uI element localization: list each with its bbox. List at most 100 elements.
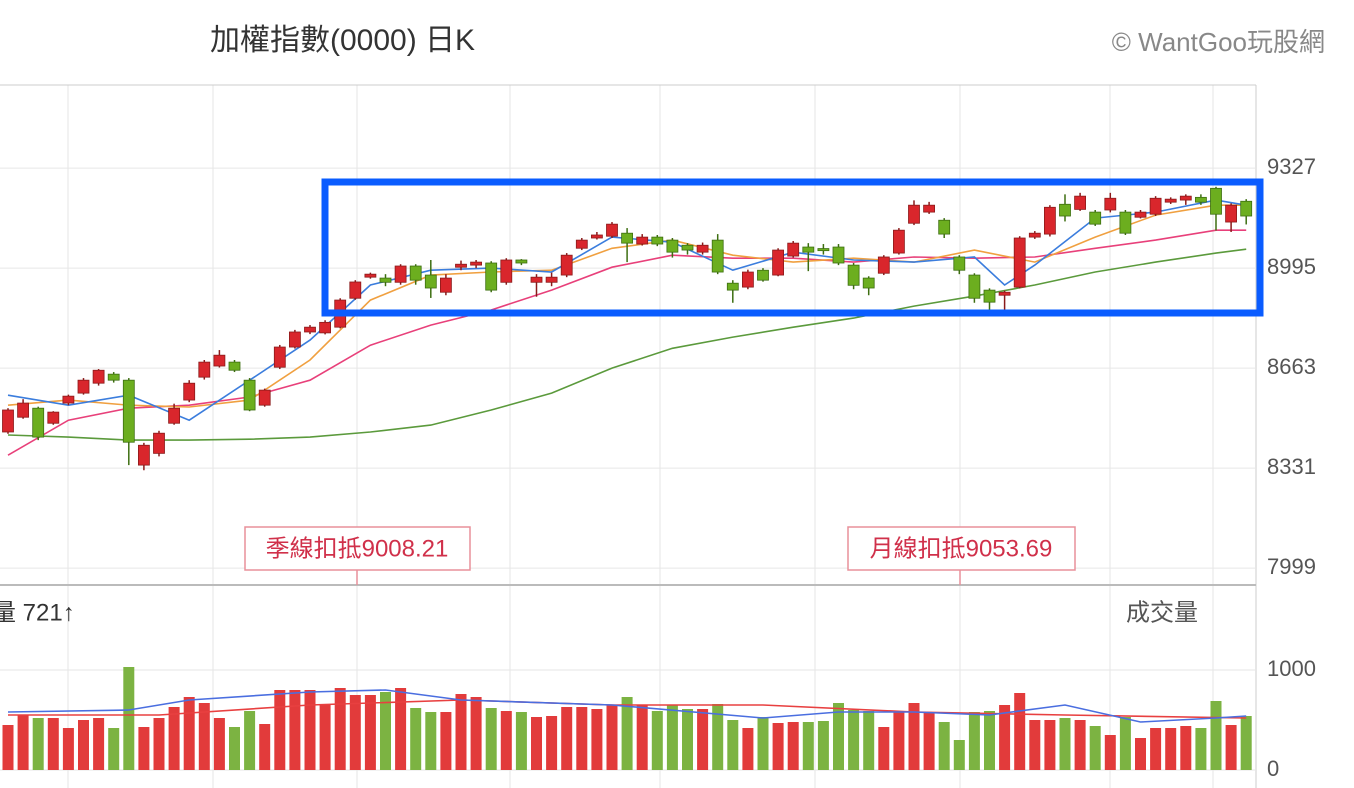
volume-bar bbox=[455, 694, 467, 770]
volume-bar bbox=[425, 712, 437, 770]
y-tick-label: 9327 bbox=[1267, 154, 1316, 179]
volume-bar bbox=[183, 697, 195, 770]
candle-body bbox=[92, 369, 105, 384]
volume-bar bbox=[1044, 720, 1056, 770]
candle-body bbox=[153, 432, 165, 454]
ma-line bbox=[7, 689, 1247, 723]
candle-body bbox=[77, 379, 90, 394]
volume-bar bbox=[168, 707, 180, 770]
candle-body bbox=[409, 265, 422, 281]
candle-body bbox=[711, 239, 724, 273]
candle-body bbox=[1119, 211, 1132, 234]
volume-bar bbox=[274, 690, 286, 770]
volume-bar bbox=[666, 705, 678, 770]
candle-body bbox=[1059, 203, 1071, 217]
volume-bar bbox=[999, 705, 1011, 770]
volume-bar bbox=[319, 704, 331, 770]
y-tick-label: 1000 bbox=[1267, 656, 1316, 681]
volume-bar bbox=[244, 711, 256, 770]
volume-bar bbox=[1165, 728, 1177, 770]
volume-bar bbox=[289, 690, 301, 770]
volume-bar bbox=[561, 707, 573, 770]
annotation: 月線扣抵9053.69 bbox=[847, 526, 1076, 585]
candle-body bbox=[560, 254, 573, 276]
volume-bar bbox=[47, 718, 59, 770]
highlight-box bbox=[321, 178, 1264, 317]
credit: © WantGoo玩股網 bbox=[1112, 27, 1325, 57]
candle-body bbox=[1210, 187, 1222, 215]
candle-body bbox=[1195, 196, 1207, 203]
candle-body bbox=[379, 277, 392, 283]
candle-body bbox=[319, 321, 332, 334]
candle-body bbox=[288, 331, 301, 348]
volume-bar bbox=[410, 708, 422, 770]
candle-body bbox=[787, 242, 800, 257]
volume-bar bbox=[470, 697, 482, 770]
candle-body bbox=[772, 249, 784, 276]
volume-bar bbox=[576, 707, 588, 770]
volume-bar bbox=[485, 708, 497, 770]
volume-bar bbox=[923, 712, 935, 770]
candle-body bbox=[258, 389, 271, 406]
volume-bar bbox=[968, 712, 980, 770]
volume-bar bbox=[364, 695, 376, 770]
volume-bar bbox=[515, 712, 527, 770]
candle-body bbox=[802, 246, 815, 253]
candle-body bbox=[545, 276, 558, 283]
candle-body bbox=[938, 219, 951, 235]
volume-bar bbox=[62, 728, 74, 770]
volume-bar bbox=[682, 709, 693, 770]
candle-body bbox=[923, 204, 935, 213]
volume-bar bbox=[93, 718, 105, 770]
candle-body bbox=[243, 379, 256, 411]
volume-bar bbox=[531, 717, 542, 770]
vertical-grid bbox=[67, 85, 1214, 788]
volume-bar bbox=[1150, 728, 1162, 770]
volume-bar bbox=[1180, 726, 1192, 770]
candle-body bbox=[681, 244, 694, 251]
volume-bar bbox=[1135, 738, 1146, 770]
candle-body bbox=[696, 244, 709, 253]
volume-bar bbox=[2, 725, 14, 770]
candle-body bbox=[636, 236, 649, 245]
y-tick-label: 0 bbox=[1267, 756, 1279, 781]
candle-body bbox=[893, 229, 905, 254]
volume-bar bbox=[802, 722, 814, 770]
volume-bar bbox=[938, 722, 950, 770]
volume-bar bbox=[621, 697, 633, 770]
candle-body bbox=[1013, 237, 1026, 288]
volume-bar bbox=[229, 727, 240, 770]
candle-body bbox=[198, 361, 211, 378]
candle-body bbox=[515, 259, 528, 264]
candle-body bbox=[273, 346, 286, 368]
candle-body bbox=[1179, 195, 1192, 201]
volume-bar bbox=[440, 712, 452, 770]
candle-body bbox=[470, 261, 483, 266]
volume-bar bbox=[1029, 720, 1041, 770]
marks: 7999 8331 8663 8995 9327 0 1000 bbox=[0, 154, 1316, 781]
candle-body bbox=[485, 262, 498, 291]
y-tick-label: 8331 bbox=[1267, 454, 1316, 479]
volume-bar bbox=[833, 703, 844, 770]
volume-bar bbox=[1240, 716, 1252, 770]
volume-bar bbox=[1119, 717, 1131, 770]
volume-bar bbox=[908, 703, 920, 770]
candle-body bbox=[847, 264, 860, 286]
candle-body bbox=[998, 291, 1011, 296]
candle-body bbox=[621, 232, 633, 244]
volume-bar bbox=[817, 721, 829, 770]
volume-bar bbox=[863, 711, 875, 770]
candle-body bbox=[349, 281, 362, 299]
volume-bar bbox=[334, 688, 346, 770]
ma-line bbox=[7, 248, 1247, 441]
candle-body bbox=[455, 263, 467, 268]
candle-body bbox=[530, 276, 543, 283]
volume-bar bbox=[78, 720, 89, 770]
y-tick-label: 7999 bbox=[1267, 554, 1316, 579]
annotation: 季線扣抵9008.21 bbox=[244, 526, 471, 585]
candle-body bbox=[1074, 195, 1086, 210]
candle-body bbox=[1134, 211, 1147, 218]
candle-body bbox=[1089, 211, 1102, 225]
